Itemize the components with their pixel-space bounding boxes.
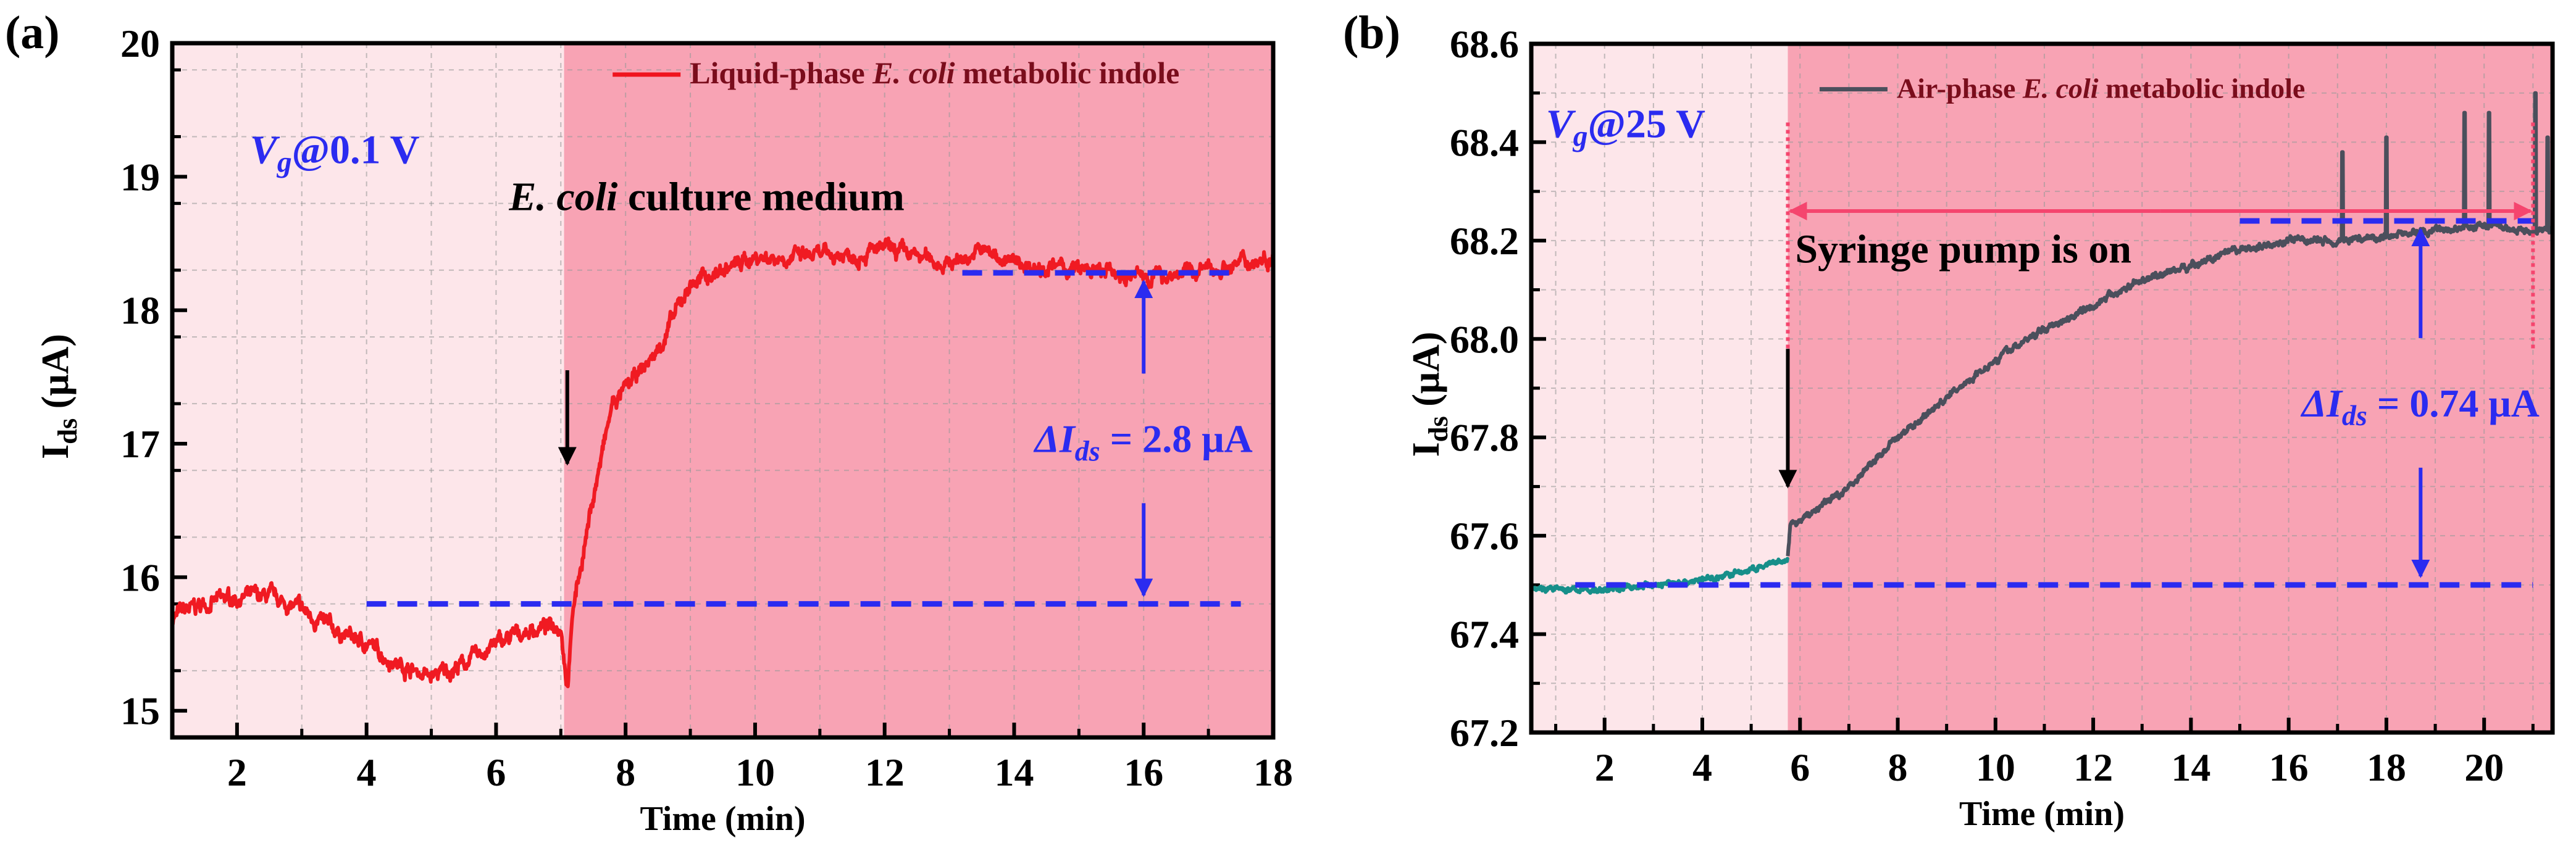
gate-voltage-label-part: @25 V bbox=[1588, 101, 1705, 146]
y-tick-label: 15 bbox=[120, 689, 160, 733]
y-axis-label-part: I bbox=[35, 444, 77, 459]
x-tick-label: 10 bbox=[735, 750, 775, 794]
x-tick-label: 14 bbox=[994, 750, 1034, 794]
y-axis-label-part: (μA) bbox=[1405, 331, 1447, 416]
gate-voltage-label-part: V bbox=[1546, 101, 1576, 146]
x-tick-label: 4 bbox=[1692, 745, 1712, 789]
shaded-region bbox=[564, 43, 1273, 737]
legend-label-part: metabolic indole bbox=[2099, 73, 2306, 104]
x-tick-label: 16 bbox=[2269, 745, 2309, 789]
gate-voltage-label-part: V bbox=[250, 128, 280, 173]
gate-voltage-label-part: g bbox=[277, 147, 292, 179]
y-tick-label: 20 bbox=[120, 22, 160, 65]
delta-ids-label-part: ds bbox=[1075, 435, 1100, 467]
data-series-line bbox=[1529, 557, 1790, 595]
gate-voltage-label: Vg@25 V bbox=[1546, 101, 1705, 152]
plot-frame bbox=[1529, 41, 2555, 735]
x-tick-label: 12 bbox=[865, 750, 905, 794]
x-tick-label: 4 bbox=[357, 750, 377, 794]
x-tick-label: 2 bbox=[1595, 745, 1615, 789]
delta-ids-label: ΔIds = 2.8 μA bbox=[1033, 417, 1253, 467]
y-axis-label-part: ds bbox=[52, 418, 83, 444]
gate-voltage-label-part: g bbox=[1573, 121, 1588, 153]
x-axis-label: Time (min) bbox=[1959, 795, 2125, 833]
delta-ids-label-part: ΔI bbox=[1033, 417, 1076, 460]
panel-label: (a) bbox=[5, 7, 60, 59]
syringe-pump-label: Syringe pump is on bbox=[1795, 227, 2131, 272]
delta-ids-label-part: = 0.74 μA bbox=[2367, 381, 2540, 425]
delta-ids-label-part: ΔI bbox=[2300, 381, 2343, 425]
culture-medium-label-part: culture medium bbox=[617, 174, 904, 219]
x-tick-label: 6 bbox=[486, 750, 506, 794]
legend-label: Liquid-phase E. coli metabolic indole bbox=[690, 56, 1179, 90]
y-tick-label: 67.6 bbox=[1450, 514, 1519, 558]
y-axis-label-part: I bbox=[1405, 442, 1447, 457]
y-axis-label: Ids (μA) bbox=[1405, 331, 1453, 457]
y-tick-label: 16 bbox=[120, 555, 160, 599]
gate-voltage-label: Vg@0.1 V bbox=[250, 128, 420, 179]
legend-label-part: E. coli bbox=[2022, 73, 2099, 104]
plot-frame bbox=[170, 41, 1276, 740]
x-axis-label: Time (min) bbox=[640, 800, 805, 838]
x-tick-label: 12 bbox=[2073, 745, 2113, 789]
legend-label-part: metabolic indole bbox=[955, 56, 1180, 90]
y-tick-label: 67.2 bbox=[1450, 711, 1519, 755]
y-axis-label: Ids (μA) bbox=[35, 334, 83, 459]
legend-label-part: Liquid-phase bbox=[690, 56, 872, 90]
culture-medium-label-part: E. coli bbox=[508, 174, 618, 219]
y-tick-label: 68.2 bbox=[1450, 219, 1519, 263]
y-axis-label-part: (μA) bbox=[35, 334, 77, 418]
x-tick-label: 8 bbox=[1888, 745, 1908, 789]
x-tick-label: 16 bbox=[1124, 750, 1163, 794]
y-tick-label: 68.0 bbox=[1450, 317, 1519, 361]
delta-ids-label-part: = 2.8 μA bbox=[1100, 417, 1253, 460]
x-tick-label: 6 bbox=[1790, 745, 1810, 789]
x-tick-label: 2 bbox=[227, 750, 247, 794]
y-axis-label-part: ds bbox=[1423, 416, 1453, 442]
x-tick-label: 18 bbox=[1253, 750, 1293, 794]
y-tick-label: 18 bbox=[120, 289, 160, 333]
syringe-pump-label-part: Syringe pump is on bbox=[1795, 227, 2131, 272]
y-tick-label: 67.4 bbox=[1450, 613, 1519, 657]
delta-ids-label: ΔIds = 0.74 μA bbox=[2300, 381, 2540, 431]
y-tick-label: 19 bbox=[120, 155, 160, 199]
x-tick-label: 20 bbox=[2464, 745, 2504, 789]
panel-label: (b) bbox=[1343, 7, 1400, 59]
gate-voltage-label-part: @0.1 V bbox=[292, 128, 420, 173]
delta-ids-label-part: ds bbox=[2342, 400, 2367, 431]
y-tick-label: 68.6 bbox=[1450, 22, 1519, 66]
x-tick-label: 18 bbox=[2367, 745, 2406, 789]
legend-label: Air-phase E. coli metabolic indole bbox=[1897, 73, 2305, 104]
y-tick-label: 68.4 bbox=[1450, 120, 1519, 164]
legend-label-part: Air-phase bbox=[1897, 73, 2023, 104]
y-tick-label: 17 bbox=[120, 422, 160, 466]
legend-label-part: E. coli bbox=[872, 56, 955, 90]
x-tick-label: 8 bbox=[616, 750, 635, 794]
x-tick-label: 10 bbox=[1976, 745, 2015, 789]
y-tick-label: 67.8 bbox=[1450, 416, 1519, 460]
culture-medium-label: E. coli culture medium bbox=[508, 174, 904, 219]
x-tick-label: 14 bbox=[2171, 745, 2210, 789]
